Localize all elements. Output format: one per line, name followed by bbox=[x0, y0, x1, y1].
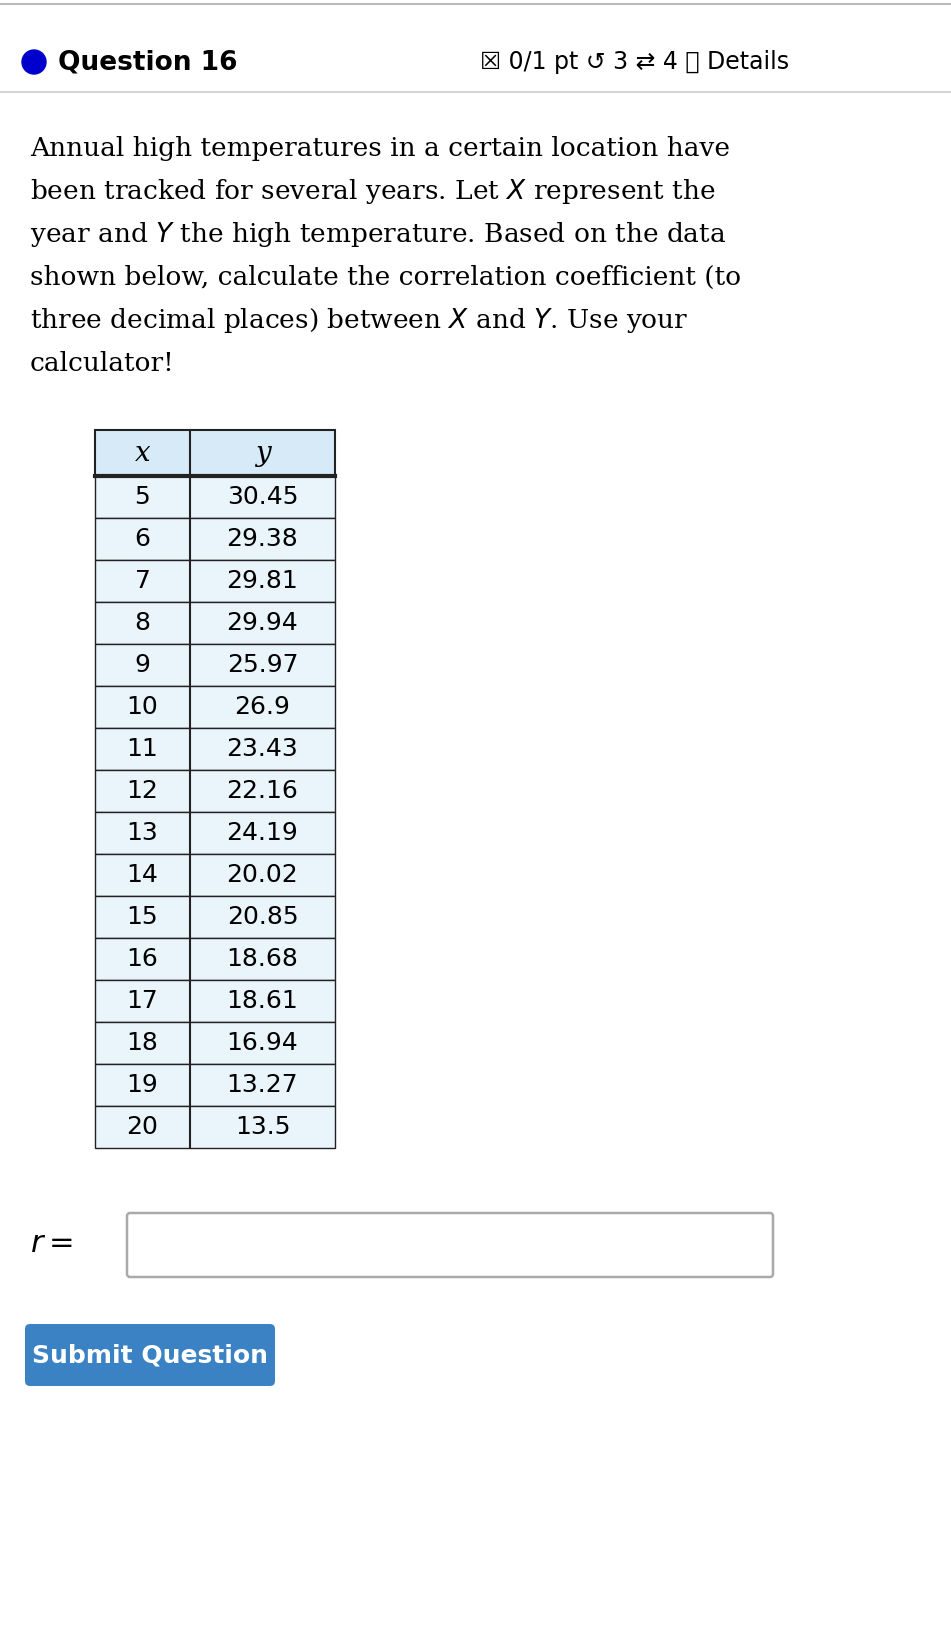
Text: 23.43: 23.43 bbox=[226, 737, 299, 761]
FancyBboxPatch shape bbox=[127, 1214, 773, 1277]
FancyBboxPatch shape bbox=[95, 430, 335, 477]
Text: calculator!: calculator! bbox=[30, 350, 175, 376]
Text: 18.68: 18.68 bbox=[226, 947, 299, 971]
Text: 29.38: 29.38 bbox=[226, 527, 299, 552]
FancyBboxPatch shape bbox=[95, 1064, 335, 1106]
Text: 15: 15 bbox=[126, 905, 158, 929]
Text: three decimal places) between $\mathit{X}$ and $\mathit{Y}$. Use your: three decimal places) between $\mathit{X… bbox=[30, 306, 689, 335]
Text: 7: 7 bbox=[134, 569, 150, 592]
Text: Submit Question: Submit Question bbox=[32, 1342, 268, 1367]
Text: been tracked for several years. Let $\mathit{X}$ represent the: been tracked for several years. Let $\ma… bbox=[30, 176, 715, 205]
Text: 19: 19 bbox=[126, 1072, 159, 1097]
Text: 20.02: 20.02 bbox=[226, 862, 299, 887]
Text: 29.94: 29.94 bbox=[226, 612, 299, 635]
Text: 10: 10 bbox=[126, 695, 159, 719]
FancyBboxPatch shape bbox=[95, 939, 335, 979]
Text: Question 16: Question 16 bbox=[58, 49, 238, 75]
Text: 6: 6 bbox=[134, 527, 150, 552]
Text: 14: 14 bbox=[126, 862, 159, 887]
FancyBboxPatch shape bbox=[95, 1106, 335, 1149]
FancyBboxPatch shape bbox=[95, 1022, 335, 1064]
Text: 12: 12 bbox=[126, 779, 159, 804]
Text: 29.81: 29.81 bbox=[226, 569, 299, 592]
Text: shown below, calculate the correlation coefficient (to: shown below, calculate the correlation c… bbox=[30, 265, 741, 290]
Text: 11: 11 bbox=[126, 737, 159, 761]
Text: 25.97: 25.97 bbox=[226, 652, 299, 677]
Text: $r = $: $r = $ bbox=[30, 1227, 73, 1259]
Text: x: x bbox=[135, 439, 150, 467]
FancyBboxPatch shape bbox=[95, 896, 335, 939]
Text: Annual high temperatures in a certain location have: Annual high temperatures in a certain lo… bbox=[30, 135, 730, 161]
FancyBboxPatch shape bbox=[95, 517, 335, 560]
FancyBboxPatch shape bbox=[95, 854, 335, 896]
Text: y: y bbox=[255, 439, 270, 467]
FancyBboxPatch shape bbox=[25, 1324, 275, 1386]
Text: year and $\mathit{Y}$ the high temperature. Based on the data: year and $\mathit{Y}$ the high temperatu… bbox=[30, 220, 727, 249]
Text: 20: 20 bbox=[126, 1114, 159, 1139]
Text: 17: 17 bbox=[126, 989, 159, 1014]
Text: 8: 8 bbox=[134, 612, 150, 635]
Text: 16: 16 bbox=[126, 947, 159, 971]
Text: 30.45: 30.45 bbox=[226, 485, 299, 509]
Text: 13.5: 13.5 bbox=[235, 1114, 290, 1139]
Text: 22.16: 22.16 bbox=[226, 779, 299, 804]
FancyBboxPatch shape bbox=[95, 560, 335, 602]
Text: 26.9: 26.9 bbox=[235, 695, 290, 719]
FancyBboxPatch shape bbox=[95, 602, 335, 644]
FancyBboxPatch shape bbox=[95, 979, 335, 1022]
Text: 24.19: 24.19 bbox=[226, 822, 299, 844]
Text: 18.61: 18.61 bbox=[226, 989, 299, 1014]
FancyBboxPatch shape bbox=[95, 812, 335, 854]
FancyBboxPatch shape bbox=[95, 644, 335, 687]
FancyBboxPatch shape bbox=[95, 727, 335, 770]
FancyBboxPatch shape bbox=[95, 687, 335, 727]
Text: 5: 5 bbox=[135, 485, 150, 509]
FancyBboxPatch shape bbox=[95, 477, 335, 517]
Circle shape bbox=[22, 50, 46, 73]
Text: 13: 13 bbox=[126, 822, 159, 844]
FancyBboxPatch shape bbox=[95, 770, 335, 812]
Text: ☒ 0/1 pt ↺ 3 ⇄ 4 ⓘ Details: ☒ 0/1 pt ↺ 3 ⇄ 4 ⓘ Details bbox=[480, 50, 789, 73]
Text: 16.94: 16.94 bbox=[226, 1032, 299, 1054]
Text: 9: 9 bbox=[134, 652, 150, 677]
Text: 20.85: 20.85 bbox=[226, 905, 299, 929]
Text: 13.27: 13.27 bbox=[226, 1072, 299, 1097]
Text: 18: 18 bbox=[126, 1032, 159, 1054]
